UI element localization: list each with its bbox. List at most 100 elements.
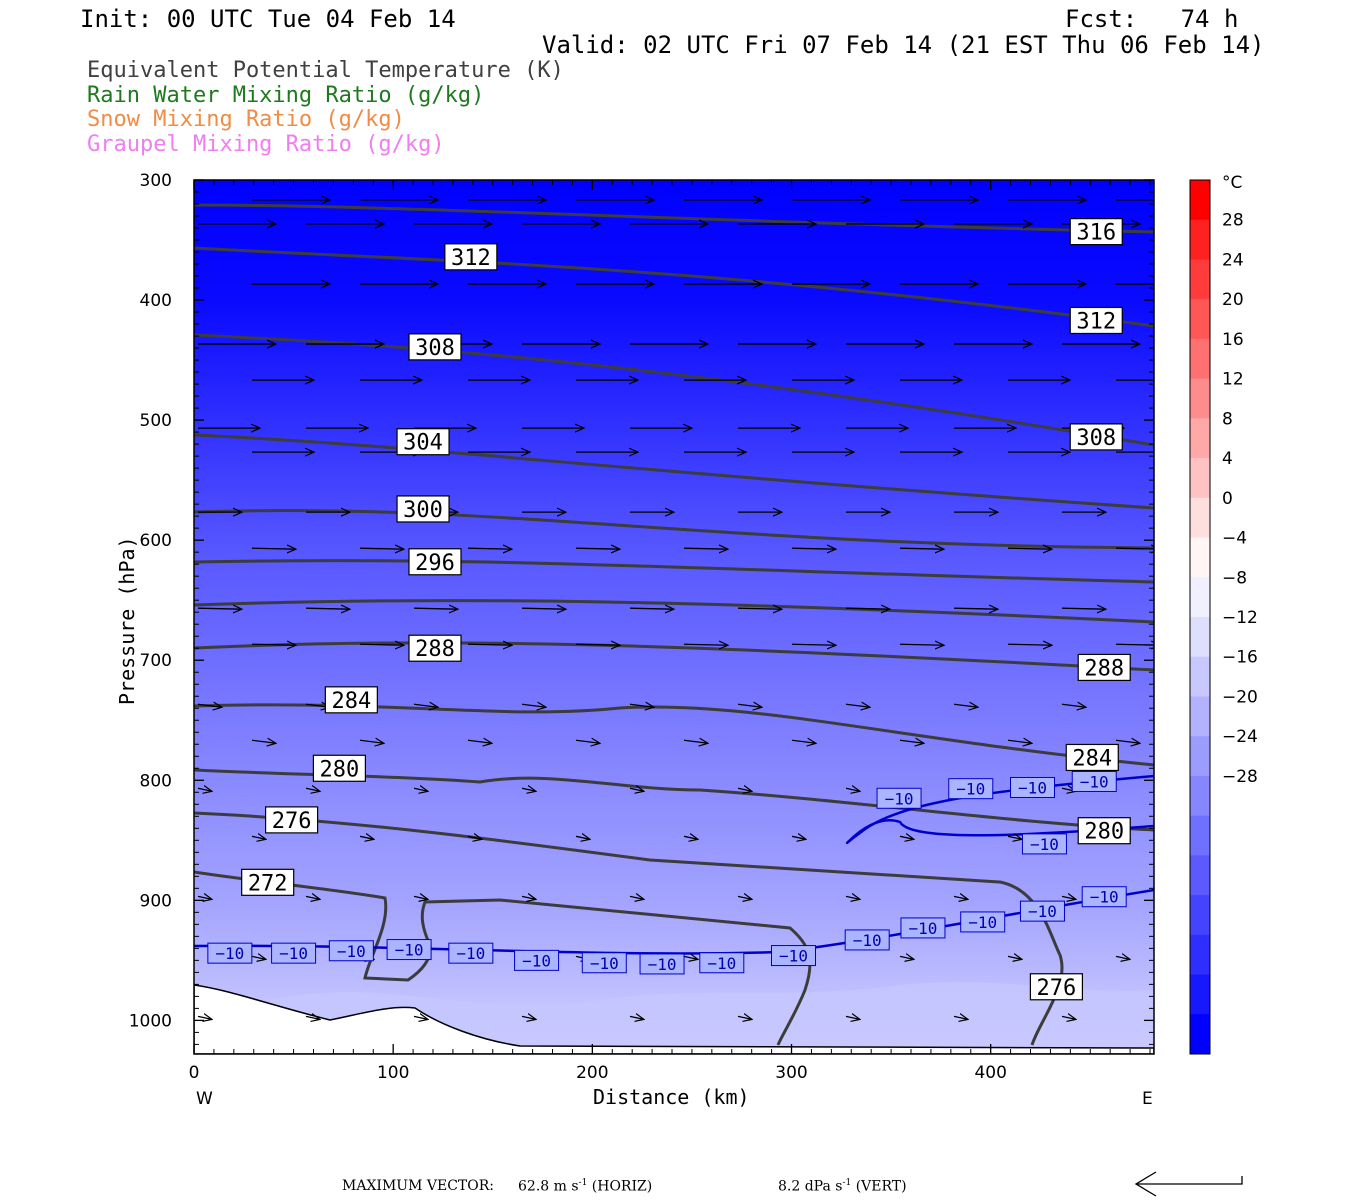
isotherm-label-box [1081, 886, 1127, 908]
colorbar-swatch [1190, 895, 1210, 936]
wind-vector [413, 896, 428, 899]
isotherm-label-box [328, 940, 374, 962]
isotherm-label-text: −10 [215, 944, 244, 963]
wind-vector [683, 956, 698, 959]
theta-e-label: 288 [1077, 653, 1131, 682]
theta-e-label: 276 [264, 806, 319, 834]
init-time: Init: 00 UTC Tue 04 Feb 14 [80, 5, 456, 33]
colorbar-swatch [1190, 775, 1210, 817]
wind-vector [1007, 548, 1052, 549]
wind-vector [1061, 608, 1106, 609]
isotherm-label-box [207, 942, 253, 964]
colorbar-label: −12 [1222, 608, 1258, 628]
colorbar-swatch [1190, 537, 1210, 578]
wind-vector [845, 704, 870, 707]
isotherm-label-text: −10 [279, 944, 308, 963]
colorbar-label: −4 [1222, 529, 1247, 549]
theta-e-label: 280 [1077, 817, 1131, 845]
wind-vector [251, 836, 266, 839]
isotherm-label-text: −10 [909, 919, 938, 938]
y-tick-label: 400 [140, 291, 172, 311]
theta-e-label-box [396, 428, 450, 456]
vert-exp: -1 [842, 1178, 852, 1188]
colorbar-label: 24 [1222, 250, 1244, 270]
wind-vector [305, 788, 320, 791]
colorbar-swatch [1190, 259, 1210, 300]
theta-e-label: 284 [1065, 743, 1119, 771]
colorbar-swatch [1190, 696, 1210, 737]
theta-e-label-box [312, 754, 366, 782]
wind-vector [197, 788, 212, 791]
isotherm-label-text: −10 [648, 955, 677, 974]
wind-vector [953, 896, 968, 899]
wind-vector [359, 836, 374, 839]
shading [194, 180, 1154, 1054]
legend-rain: Rain Water Mixing Ratio (g/kg) [87, 83, 485, 108]
theta-e-label-box [408, 333, 462, 361]
x-tick-label: 100 [377, 1063, 409, 1083]
theta-e-label-box [241, 868, 295, 896]
isotherm-label: −10 [1010, 776, 1056, 798]
wind-vector [629, 704, 654, 707]
isotherm-label-box [948, 778, 994, 800]
colorbar-label: 8 [1222, 409, 1233, 429]
theta-e-label-box [1077, 653, 1131, 682]
colorbar-label: −24 [1222, 727, 1258, 747]
colorbar-swatch [1190, 497, 1210, 539]
y-axis-title: Pressure (hPa) [115, 536, 139, 705]
wind-vector [737, 608, 782, 609]
theta-e-label-text: 296 [415, 551, 455, 576]
wind-vector [575, 836, 590, 839]
colorbar-label: −20 [1222, 687, 1258, 707]
isotherm-label-box [771, 945, 817, 967]
isotherm-label: −10 [1081, 886, 1127, 908]
theta-e-label: 280 [312, 754, 366, 782]
wind-vector [845, 1016, 860, 1019]
wind-vector [467, 548, 512, 549]
horiz-exp: -1 [578, 1178, 588, 1188]
x-tick-label: 400 [974, 1063, 1006, 1083]
colorbar-swatch [1190, 736, 1210, 777]
isotherm-label: −10 [639, 953, 685, 975]
wind-vector [359, 644, 404, 645]
colorbar-swatch [1190, 338, 1210, 380]
max-vector-label: MAXIMUM VECTOR: [342, 1178, 494, 1194]
isotherm-label-text: −10 [522, 951, 551, 970]
isotherm-label-text: −10 [590, 954, 619, 973]
wind-vector [629, 788, 644, 791]
theta-e-label-text: 288 [1084, 656, 1124, 681]
theta-e-label-box [1069, 218, 1123, 246]
isotherm-label-text: −10 [1028, 902, 1057, 921]
wind-vector [683, 836, 698, 839]
isotherm-label: −10 [900, 917, 946, 939]
isotherm-label: −10 [328, 940, 374, 962]
wind-vector [251, 956, 266, 959]
theta-e-label-box [396, 495, 450, 523]
wind-vector [1115, 956, 1130, 959]
wind-vector [791, 836, 806, 839]
colorbar-label: 20 [1222, 290, 1244, 310]
isotherm-label-box [1071, 770, 1117, 792]
vert-tag: (VERT) [855, 1178, 907, 1195]
forecast-hour: Fcst: 74 h [1065, 5, 1239, 33]
isotherm-label: −10 [844, 929, 890, 951]
wind-vector [521, 788, 536, 791]
wind-vector [521, 608, 566, 609]
isotherm-label: −10 [771, 945, 817, 967]
theta-e-label-text: 284 [331, 689, 371, 714]
isotherm-label-box [386, 939, 432, 961]
east-label: E [1142, 1089, 1153, 1109]
theta-e-label-text: 304 [403, 431, 443, 456]
isotherm-label: −10 [448, 942, 494, 964]
x-tick-label: 0 [189, 1063, 200, 1083]
theta-e-label: 312 [444, 243, 498, 271]
wind-vector [305, 1016, 320, 1019]
colorbar-frame [1189, 179, 1211, 1055]
terrain [194, 984, 1154, 1054]
isotherm-label: −10 [699, 952, 745, 974]
x-tick-label: 300 [775, 1063, 807, 1083]
y-tick-label: 700 [140, 651, 172, 671]
theta-e-label-box [264, 806, 319, 834]
colorbar-swatch [1190, 458, 1210, 499]
isotherm-label-text: −10 [1018, 778, 1047, 797]
